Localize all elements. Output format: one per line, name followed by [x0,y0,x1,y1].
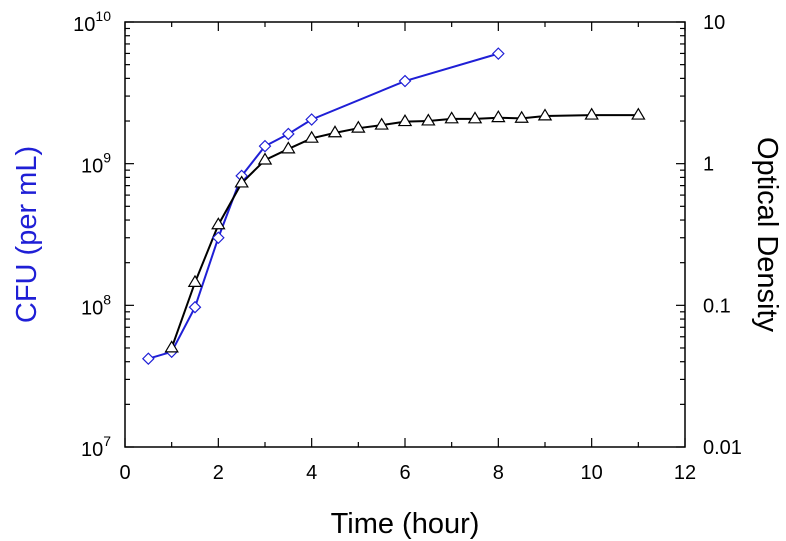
triangle-point [281,141,296,154]
triangle-point [537,108,553,121]
triangle-point [351,120,366,133]
y-left-tick-label: 1010 [73,8,111,36]
x-tick-label: 10 [581,462,603,484]
triangle-point [164,340,179,353]
x-tick-label: 8 [493,462,504,484]
diamond-point [211,231,225,245]
triangle-point [584,107,599,120]
x-axis-title: Time (hour) [331,508,480,540]
y-right-tick-label: 1 [703,154,714,176]
triangle-point [491,110,506,123]
triangle-point [374,117,389,130]
triangle-point [304,130,319,143]
x-tick-label: 12 [674,462,696,484]
triangle-point [397,113,413,127]
diamond-point [258,139,272,153]
triangle-point [187,274,203,287]
triangle-point [514,110,529,123]
triangle-point [631,107,646,120]
plot-frame [124,21,686,448]
y-right-tick-label: 10 [703,12,725,34]
tick-labels: 0 2 4 6 8 10 12 107 108 109 1010 0.01 0.1 1 10 [73,8,742,484]
x-tick-label: 6 [399,462,410,484]
y-left-tick-label: 109 [81,150,111,178]
triangle-point [211,217,226,230]
triangle-point [327,125,343,138]
y-right-axis-title: Optical Density [751,137,783,333]
y-left-tick-label: 108 [81,291,111,319]
series-markers [141,47,646,366]
triangle-point [257,152,273,165]
y-right-tick-label: 0.01 [703,437,742,459]
y-left-tick-label: 107 [81,433,111,461]
series-lines [148,52,639,360]
diamond-point [141,352,155,366]
x-tick-label: 2 [213,462,224,484]
diamond-point [491,47,505,60]
diamond-point [398,74,412,88]
diamond-point [281,127,295,141]
triangle-point [444,111,459,124]
tick-marks [124,21,686,448]
diamond-point [188,300,202,314]
diamond-point [305,113,319,126]
triangle-series-line [170,114,639,349]
triangle-point [421,113,436,126]
x-tick-label: 0 [119,462,130,484]
x-tick-label: 4 [306,462,317,484]
y-left-axis-title: CFU (per mL) [11,146,43,323]
triangle-point [234,175,249,188]
y-right-tick-label: 0.1 [703,295,731,317]
triangle-point [467,111,483,124]
diamond-series-line [148,52,499,360]
